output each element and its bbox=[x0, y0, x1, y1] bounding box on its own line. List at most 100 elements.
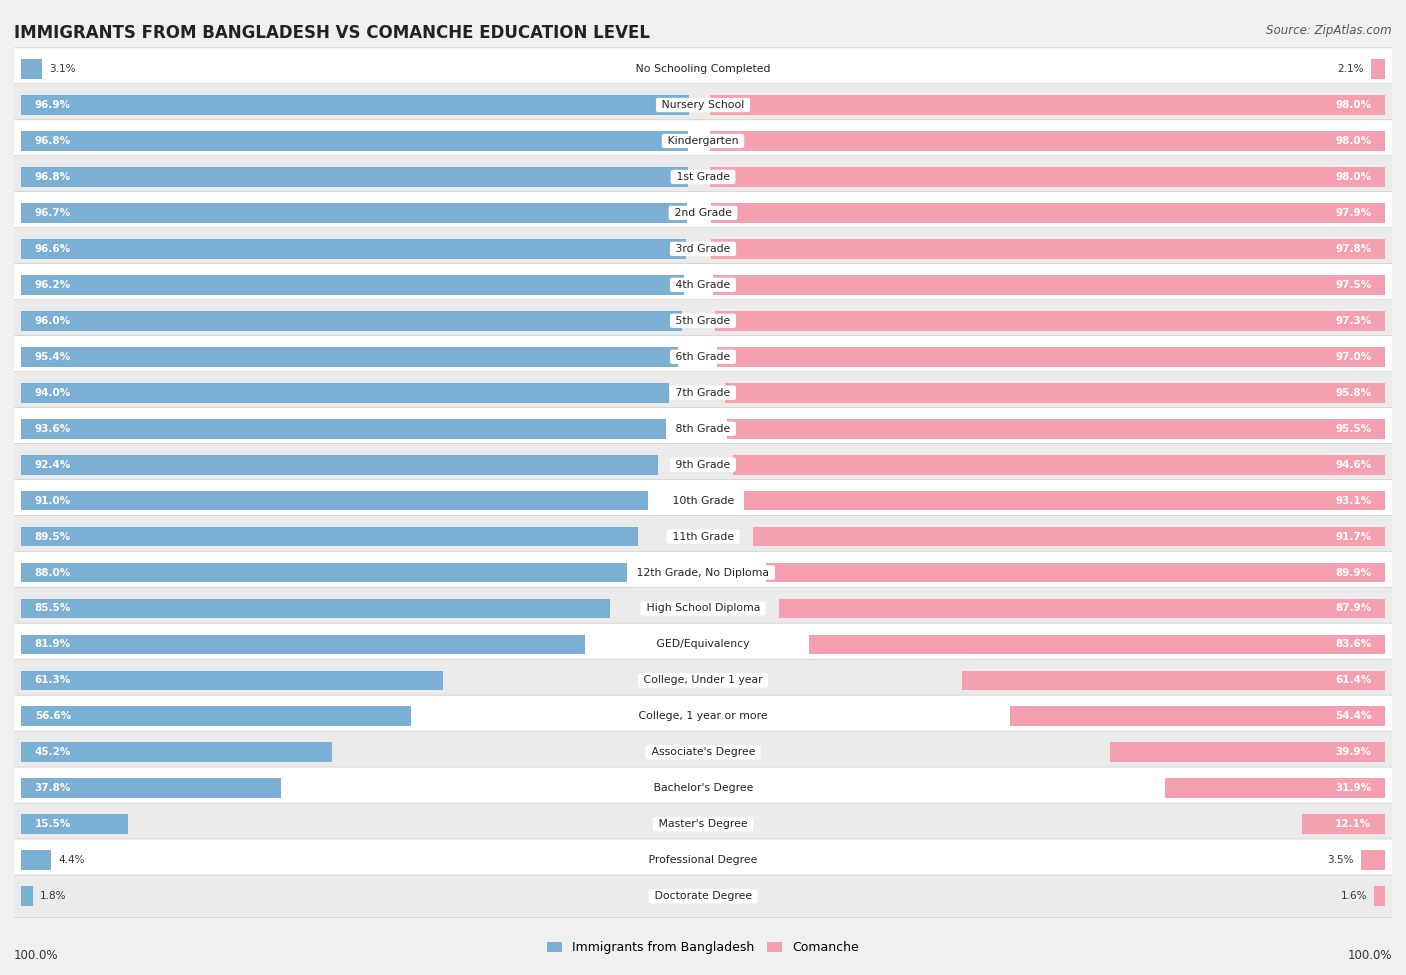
Text: 37.8%: 37.8% bbox=[35, 783, 72, 794]
Bar bbox=[1361, 850, 1385, 870]
Text: 31.9%: 31.9% bbox=[1336, 783, 1371, 794]
Text: 98.0%: 98.0% bbox=[1336, 136, 1371, 146]
Bar bbox=[766, 563, 1385, 582]
Text: IMMIGRANTS FROM BANGLADESH VS COMANCHE EDUCATION LEVEL: IMMIGRANTS FROM BANGLADESH VS COMANCHE E… bbox=[14, 24, 650, 42]
FancyBboxPatch shape bbox=[13, 408, 1393, 449]
FancyBboxPatch shape bbox=[13, 767, 1393, 809]
Text: 1.6%: 1.6% bbox=[1341, 891, 1367, 901]
Text: High School Diploma: High School Diploma bbox=[643, 604, 763, 613]
Text: 12.1%: 12.1% bbox=[1336, 819, 1371, 830]
Text: 10th Grade: 10th Grade bbox=[669, 495, 737, 506]
Text: 9th Grade: 9th Grade bbox=[672, 459, 734, 470]
Text: 98.0%: 98.0% bbox=[1336, 172, 1371, 182]
Text: 95.8%: 95.8% bbox=[1336, 388, 1371, 398]
Text: 61.3%: 61.3% bbox=[35, 676, 70, 685]
Bar bbox=[21, 96, 689, 115]
FancyBboxPatch shape bbox=[13, 695, 1393, 738]
Bar bbox=[21, 599, 610, 618]
FancyBboxPatch shape bbox=[13, 335, 1393, 378]
Text: 1.8%: 1.8% bbox=[41, 891, 66, 901]
FancyBboxPatch shape bbox=[13, 803, 1393, 845]
Bar bbox=[962, 671, 1385, 690]
Text: 97.0%: 97.0% bbox=[1336, 352, 1371, 362]
FancyBboxPatch shape bbox=[13, 516, 1393, 558]
Text: 5th Grade: 5th Grade bbox=[672, 316, 734, 326]
Text: Nursery School: Nursery School bbox=[658, 100, 748, 110]
Bar bbox=[21, 239, 686, 258]
FancyBboxPatch shape bbox=[13, 48, 1393, 91]
Text: 96.2%: 96.2% bbox=[35, 280, 70, 290]
Text: 94.0%: 94.0% bbox=[35, 388, 70, 398]
Text: 61.4%: 61.4% bbox=[1334, 676, 1371, 685]
Text: 45.2%: 45.2% bbox=[35, 748, 72, 758]
Text: GED/Equivalency: GED/Equivalency bbox=[652, 640, 754, 649]
Bar bbox=[21, 814, 128, 835]
Text: Master's Degree: Master's Degree bbox=[655, 819, 751, 830]
FancyBboxPatch shape bbox=[13, 444, 1393, 486]
Bar bbox=[21, 886, 34, 906]
Text: 89.5%: 89.5% bbox=[35, 531, 70, 541]
Text: 87.9%: 87.9% bbox=[1336, 604, 1371, 613]
FancyBboxPatch shape bbox=[13, 84, 1393, 126]
Text: 91.7%: 91.7% bbox=[1336, 531, 1371, 541]
Bar bbox=[21, 454, 658, 475]
Text: 100.0%: 100.0% bbox=[1347, 950, 1392, 962]
FancyBboxPatch shape bbox=[13, 480, 1393, 522]
Bar bbox=[779, 599, 1385, 618]
Text: 89.9%: 89.9% bbox=[1336, 567, 1371, 577]
Text: 96.0%: 96.0% bbox=[35, 316, 70, 326]
Text: No Schooling Completed: No Schooling Completed bbox=[633, 64, 773, 74]
Text: 88.0%: 88.0% bbox=[35, 567, 70, 577]
Text: 93.6%: 93.6% bbox=[35, 424, 70, 434]
Bar bbox=[711, 239, 1385, 258]
FancyBboxPatch shape bbox=[13, 156, 1393, 198]
Bar bbox=[21, 167, 688, 187]
Bar bbox=[21, 526, 637, 546]
Bar bbox=[21, 563, 627, 582]
Bar bbox=[21, 275, 683, 294]
FancyBboxPatch shape bbox=[13, 839, 1393, 881]
Bar bbox=[21, 490, 648, 511]
Text: Professional Degree: Professional Degree bbox=[645, 855, 761, 865]
Bar bbox=[1011, 707, 1385, 726]
Text: 1st Grade: 1st Grade bbox=[672, 172, 734, 182]
Text: 2nd Grade: 2nd Grade bbox=[671, 208, 735, 217]
Text: Source: ZipAtlas.com: Source: ZipAtlas.com bbox=[1267, 24, 1392, 37]
Bar bbox=[21, 311, 682, 331]
Bar bbox=[1371, 59, 1385, 79]
FancyBboxPatch shape bbox=[13, 192, 1393, 234]
FancyBboxPatch shape bbox=[13, 587, 1393, 630]
Text: 4.4%: 4.4% bbox=[58, 855, 84, 865]
Text: 8th Grade: 8th Grade bbox=[672, 424, 734, 434]
Text: 2.1%: 2.1% bbox=[1337, 64, 1364, 74]
Bar bbox=[21, 635, 585, 654]
Bar bbox=[714, 311, 1385, 331]
Bar bbox=[710, 167, 1385, 187]
Bar bbox=[21, 671, 443, 690]
FancyBboxPatch shape bbox=[13, 299, 1393, 342]
FancyBboxPatch shape bbox=[13, 731, 1393, 773]
Bar bbox=[808, 635, 1385, 654]
Text: Kindergarten: Kindergarten bbox=[664, 136, 742, 146]
Text: 93.1%: 93.1% bbox=[1336, 495, 1371, 506]
Text: 54.4%: 54.4% bbox=[1334, 712, 1371, 722]
Text: 11th Grade: 11th Grade bbox=[669, 531, 737, 541]
Text: 12th Grade, No Diploma: 12th Grade, No Diploma bbox=[633, 567, 773, 577]
Text: 96.6%: 96.6% bbox=[35, 244, 70, 254]
Text: 15.5%: 15.5% bbox=[35, 819, 70, 830]
Text: 96.8%: 96.8% bbox=[35, 136, 70, 146]
Bar bbox=[710, 131, 1385, 151]
Text: 81.9%: 81.9% bbox=[35, 640, 70, 649]
Text: 6th Grade: 6th Grade bbox=[672, 352, 734, 362]
Text: 85.5%: 85.5% bbox=[35, 604, 70, 613]
Bar bbox=[1166, 778, 1385, 799]
Bar bbox=[713, 275, 1385, 294]
Text: Doctorate Degree: Doctorate Degree bbox=[651, 891, 755, 901]
Bar bbox=[21, 59, 42, 79]
Bar bbox=[1111, 742, 1385, 762]
Bar bbox=[710, 203, 1385, 223]
Text: 94.6%: 94.6% bbox=[1336, 459, 1371, 470]
Bar bbox=[710, 96, 1385, 115]
Text: 100.0%: 100.0% bbox=[14, 950, 59, 962]
Bar bbox=[754, 526, 1385, 546]
